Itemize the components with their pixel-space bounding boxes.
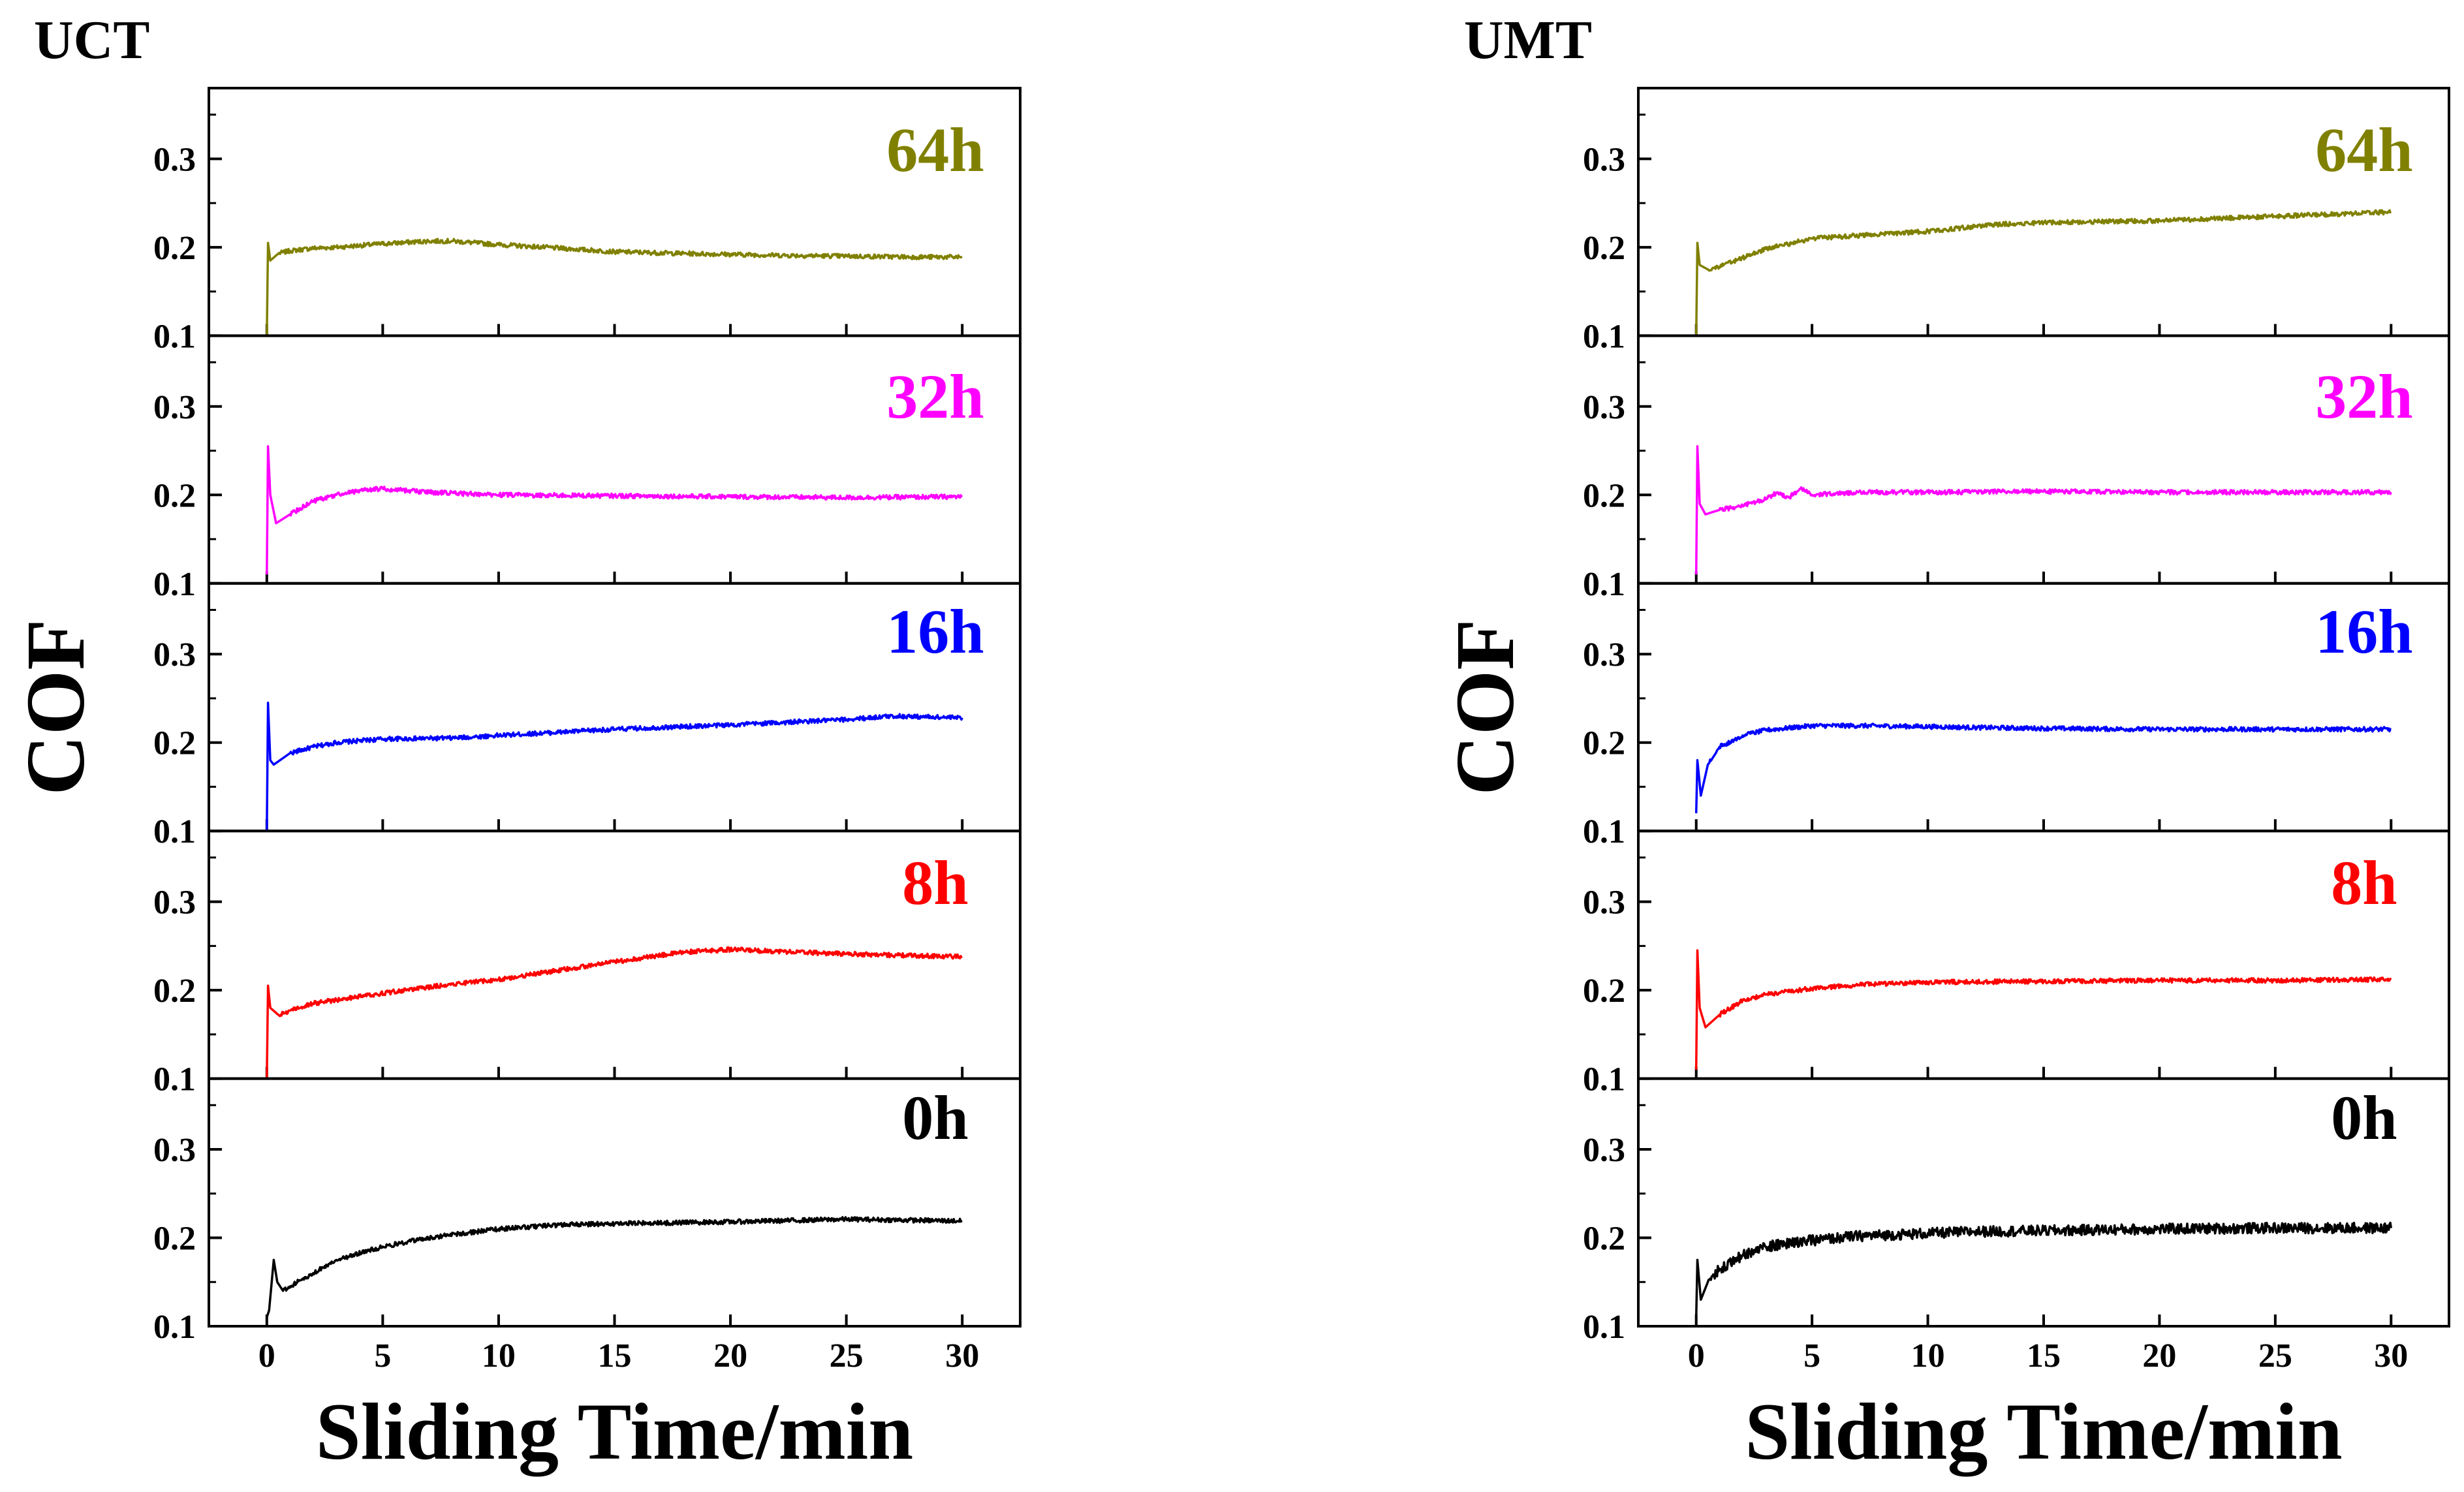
y-tick-label: 0.3 (153, 884, 196, 922)
x-tick-label: 20 (713, 1337, 747, 1375)
plot-frame-0h (1637, 1077, 2450, 1328)
y-tick-label: 0.1 (153, 1309, 196, 1346)
y-axis-title: COF (9, 619, 102, 795)
y-tick-label: 0.2 (153, 477, 196, 514)
y-tick-label: 0.2 (1583, 725, 1625, 762)
x-tick-label: 5 (374, 1337, 391, 1375)
y-tick-label: 0.3 (153, 389, 196, 426)
series-label-0h: 0h (2331, 1083, 2397, 1153)
y-tick-label: 0.3 (153, 1132, 196, 1169)
series-label-0h: 0h (902, 1083, 968, 1153)
y-tick-label: 0.3 (153, 636, 196, 674)
y-tick-label: 0.1 (153, 566, 196, 603)
y-tick-label: 0.2 (1583, 477, 1625, 514)
y-tick-label: 0.3 (1583, 1132, 1625, 1169)
y-tick-label: 0.2 (153, 972, 196, 1010)
x-tick-label: 25 (2258, 1337, 2292, 1375)
plot-frame-8h (1637, 830, 2450, 1080)
y-tick-label: 0.3 (1583, 389, 1625, 426)
x-tick-label: 0 (258, 1337, 275, 1375)
x-tick-label: 10 (1911, 1337, 1945, 1375)
x-tick-label: 20 (2142, 1337, 2176, 1375)
series-line-16h (1694, 722, 2392, 814)
x-tick-label: 30 (2374, 1337, 2408, 1375)
series-label-64h: 64h (2315, 115, 2412, 185)
x-axis-title: Sliding Time/min (1745, 1387, 2342, 1477)
y-tick-label: 0.2 (1583, 1220, 1625, 1258)
series-label-32h: 32h (886, 362, 984, 431)
plot-frame-0h (208, 1077, 1021, 1328)
y-tick-label: 0.1 (1583, 566, 1625, 603)
y-tick-label: 0.1 (153, 318, 196, 355)
x-tick-label: 5 (1803, 1337, 1820, 1375)
y-tick-label: 0.1 (1583, 1061, 1625, 1098)
series-label-8h: 8h (2331, 848, 2397, 918)
y-tick-label: 0.1 (153, 813, 196, 850)
y-tick-label: 0.3 (1583, 636, 1625, 674)
y-tick-label: 0.2 (153, 230, 196, 267)
y-tick-label: 0.3 (1583, 141, 1625, 178)
y-tick-label: 0.1 (1583, 813, 1625, 850)
right-panel-title: UMT (1464, 10, 1592, 70)
y-axis-title: COF (1439, 619, 1531, 795)
x-axis-title: Sliding Time/min (316, 1387, 913, 1477)
x-tick-label: 0 (1688, 1337, 1705, 1375)
series-label-32h: 32h (2315, 362, 2412, 431)
series-label-16h: 16h (886, 597, 984, 666)
series-label-64h: 64h (886, 115, 984, 185)
series-line-16h (266, 701, 963, 831)
series-line-8h (1694, 949, 2392, 1070)
series-label-16h: 16h (2315, 597, 2412, 666)
y-tick-label: 0.1 (1583, 1309, 1625, 1346)
left-panel-title: UCT (34, 10, 150, 70)
y-tick-label: 0.1 (1583, 318, 1625, 355)
series-line-32h (1694, 445, 2392, 575)
y-tick-label: 0.2 (1583, 972, 1625, 1010)
series-line-0h (266, 1216, 963, 1318)
series-label-8h: 8h (902, 848, 968, 918)
series-line-0h (1694, 1221, 2393, 1318)
series-line-64h (266, 238, 963, 336)
x-tick-label: 30 (945, 1337, 979, 1375)
y-tick-label: 0.3 (153, 141, 196, 178)
y-tick-label: 0.2 (1583, 230, 1625, 267)
y-tick-label: 0.1 (153, 1061, 196, 1098)
x-tick-label: 25 (830, 1337, 864, 1375)
x-tick-label: 10 (482, 1337, 516, 1375)
series-line-32h (266, 445, 963, 575)
y-tick-label: 0.2 (153, 725, 196, 762)
series-line-8h (266, 946, 963, 1079)
series-line-64h (1694, 209, 2392, 336)
y-tick-label: 0.2 (153, 1220, 196, 1258)
x-tick-label: 15 (598, 1337, 632, 1375)
x-tick-label: 15 (2027, 1337, 2061, 1375)
y-tick-label: 0.3 (1583, 884, 1625, 922)
